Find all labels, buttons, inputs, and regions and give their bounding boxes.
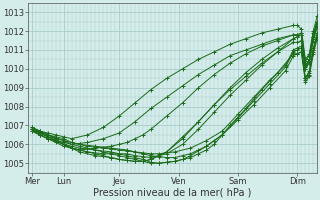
X-axis label: Pression niveau de la mer( hPa ): Pression niveau de la mer( hPa ) (93, 187, 252, 197)
